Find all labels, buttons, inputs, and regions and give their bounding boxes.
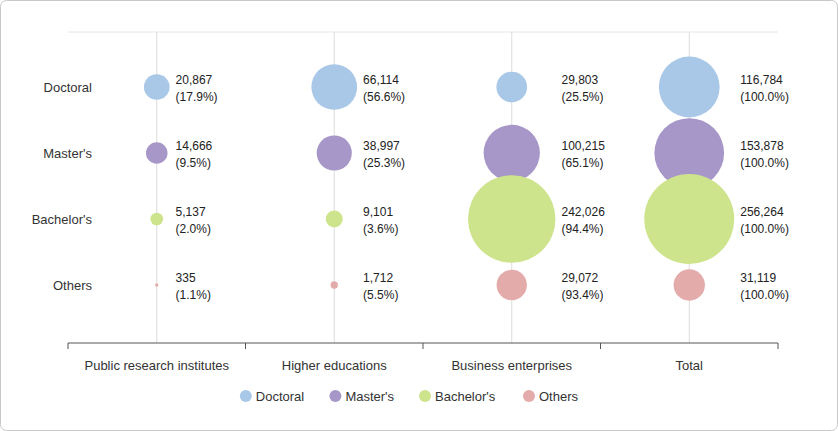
value-label: 20,867	[176, 73, 213, 87]
value-label: 1,712	[363, 271, 393, 285]
x-tick-label: Public research institutes	[84, 358, 229, 373]
legend-swatch	[419, 390, 431, 402]
x-tick	[778, 343, 779, 349]
legend: Doctoral Master's Bachelor's Others	[240, 389, 579, 404]
legend-label: Doctoral	[256, 389, 305, 404]
value-label: 153,878	[740, 139, 784, 153]
row-label: Bachelor's	[32, 212, 93, 227]
share-label: (25.5%)	[561, 90, 603, 104]
chart: Public research institutes Higher educati…	[0, 0, 838, 431]
x-tick	[600, 343, 601, 349]
bubble	[150, 213, 163, 226]
x-tick	[68, 343, 69, 349]
value-label: 66,114	[363, 73, 399, 87]
bubble	[484, 125, 540, 181]
value-label: 116,784	[740, 73, 783, 87]
value-label: 242,026	[561, 205, 605, 219]
value-label: 100,215	[561, 139, 605, 153]
value-label: 29,072	[561, 271, 598, 285]
value-label: 335	[176, 271, 196, 285]
bubble	[497, 270, 527, 300]
frame	[1, 1, 838, 431]
bubble	[331, 281, 338, 288]
legend-label: Others	[539, 389, 579, 404]
legend-label: Bachelor's	[435, 389, 496, 404]
share-label: (100.0%)	[740, 288, 789, 302]
value-label: 5,137	[176, 205, 206, 219]
share-label: (3.6%)	[363, 222, 398, 236]
row-label: Master's	[43, 146, 92, 161]
share-label: (25.3%)	[363, 156, 405, 170]
share-label: (9.5%)	[176, 156, 211, 170]
marks	[144, 57, 734, 301]
bubble	[496, 72, 527, 103]
share-label: (2.0%)	[176, 222, 211, 236]
bubble	[674, 269, 705, 300]
legend-swatch	[240, 390, 252, 402]
value-label: 14,666	[176, 139, 213, 153]
share-label: (100.0%)	[740, 156, 789, 170]
value-label: 9,101	[363, 205, 393, 219]
share-label: (56.6%)	[363, 90, 405, 104]
row-label: Others	[53, 278, 93, 293]
bubble	[659, 57, 720, 118]
bubble	[144, 74, 170, 100]
bubble	[155, 283, 158, 286]
share-label: (5.5%)	[363, 288, 398, 302]
share-label: (1.1%)	[176, 288, 211, 302]
bubble	[644, 174, 734, 264]
share-label: (94.4%)	[561, 222, 603, 236]
share-label: (100.0%)	[740, 90, 789, 104]
share-label: (17.9%)	[176, 90, 218, 104]
share-label: (100.0%)	[740, 222, 789, 236]
value-label: 38,997	[363, 139, 400, 153]
row-label: Doctoral	[44, 80, 93, 95]
value-label: 29,803	[561, 73, 598, 87]
bubble	[468, 175, 555, 262]
legend-label: Master's	[345, 389, 394, 404]
bubble	[146, 142, 168, 164]
x-tick-label: Total	[676, 358, 704, 373]
legend-swatch	[329, 390, 341, 402]
bubble	[317, 135, 352, 170]
value-label: 256,264	[740, 205, 784, 219]
share-label: (93.4%)	[561, 288, 603, 302]
x-tick-label: Higher educations	[282, 358, 387, 373]
share-label: (65.1%)	[561, 156, 603, 170]
legend-swatch	[523, 390, 535, 402]
x-tick-label: Business enterprises	[451, 358, 572, 373]
bubble	[311, 64, 357, 110]
value-label: 31,119	[740, 271, 776, 285]
top-line	[68, 32, 778, 33]
x-tick	[245, 343, 246, 349]
x-tick	[423, 343, 424, 349]
bubble	[326, 211, 343, 228]
